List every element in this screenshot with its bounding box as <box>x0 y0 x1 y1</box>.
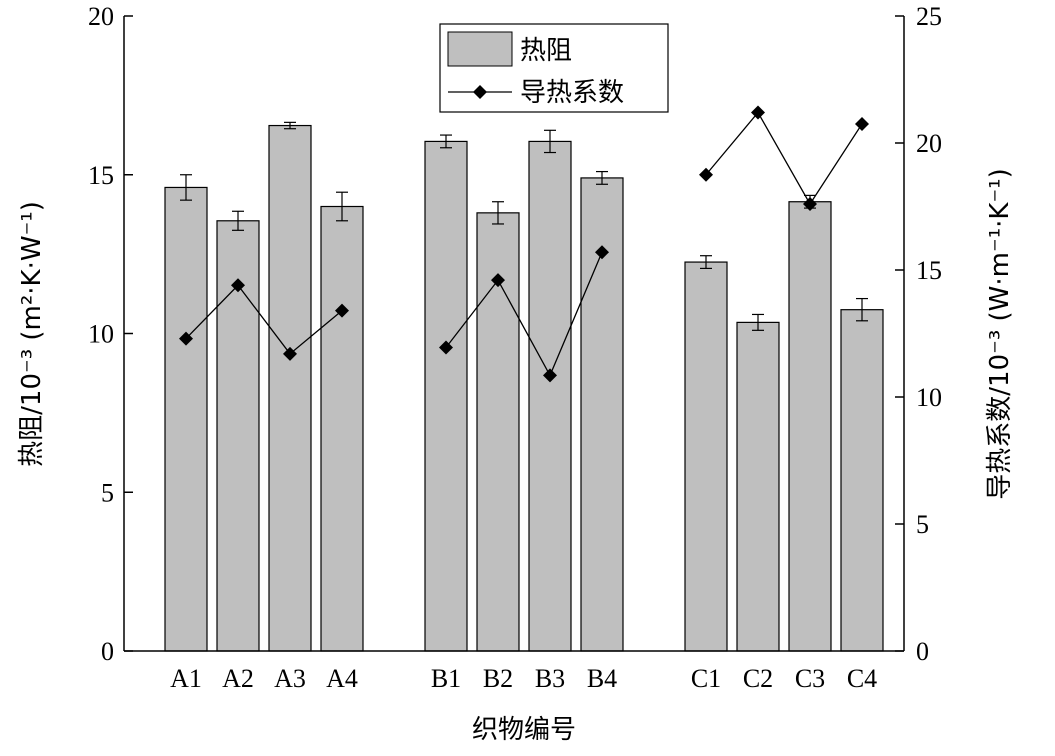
line-segment <box>185 284 343 355</box>
right-tick-label: 10 <box>916 383 942 412</box>
left-tick-label: 0 <box>101 637 114 666</box>
bar <box>320 205 364 652</box>
bar <box>736 321 780 652</box>
bar <box>840 309 884 652</box>
category-label: B2 <box>483 664 513 693</box>
right-tick-label: 25 <box>916 2 942 31</box>
category-label: B1 <box>431 664 461 693</box>
category-label: C3 <box>795 664 825 693</box>
legend-label-line: 导热系数 <box>520 78 624 108</box>
category-label: A2 <box>222 664 254 693</box>
line-series <box>185 111 863 377</box>
point <box>855 116 869 131</box>
legend-swatch-marker <box>473 85 487 99</box>
left-tick-label: 10 <box>88 320 114 349</box>
point <box>595 245 609 260</box>
category-labels: A1 A2 A3 A4 B1 B2 B3 B4 C1 C2 C3 C4 <box>170 664 877 693</box>
point <box>803 196 817 211</box>
point <box>751 105 765 120</box>
point <box>231 278 245 293</box>
category-label: C2 <box>743 664 773 693</box>
left-tick-label: 20 <box>88 2 114 31</box>
point <box>283 346 297 361</box>
bar-series <box>164 124 884 652</box>
line-markers <box>179 105 869 383</box>
bar <box>788 201 832 652</box>
right-axis-title: 导热系数/10⁻³ (W·m⁻¹·K⁻¹) <box>985 168 1015 499</box>
point <box>699 167 713 182</box>
right-tick-label: 0 <box>916 637 929 666</box>
category-label: C1 <box>691 664 721 693</box>
right-tick-label: 20 <box>916 129 942 158</box>
right-tick-label: 5 <box>916 510 929 539</box>
category-label: A4 <box>326 664 358 693</box>
category-label: A1 <box>170 664 202 693</box>
axes: 0 5 10 15 20 0 5 10 15 20 25 <box>88 2 942 666</box>
bar <box>164 186 208 652</box>
left-tick-label: 5 <box>101 478 114 507</box>
point <box>439 340 453 355</box>
point <box>335 303 349 318</box>
line-segment <box>445 251 603 377</box>
legend: 热阻 导热系数 <box>439 23 669 113</box>
left-axis-title: 热阻/10⁻³ (m²·K·W⁻¹) <box>17 201 47 467</box>
category-label: C4 <box>847 664 877 693</box>
bar <box>424 140 468 652</box>
category-label: B3 <box>535 664 565 693</box>
point <box>491 273 505 288</box>
bar <box>268 124 312 652</box>
bar <box>216 220 260 652</box>
error-bars <box>180 121 868 331</box>
category-label: A3 <box>274 664 306 693</box>
bar <box>528 140 572 652</box>
line-segment <box>705 111 863 206</box>
legend-label-bar: 热阻 <box>520 36 572 66</box>
point <box>179 331 193 346</box>
legend-swatch-bar <box>447 31 513 67</box>
point <box>543 368 557 383</box>
left-tick-label: 15 <box>88 161 114 190</box>
bar <box>684 261 728 652</box>
x-axis-title: 织物编号 <box>472 715 576 745</box>
right-tick-label: 15 <box>916 256 942 285</box>
category-label: B4 <box>587 664 617 693</box>
